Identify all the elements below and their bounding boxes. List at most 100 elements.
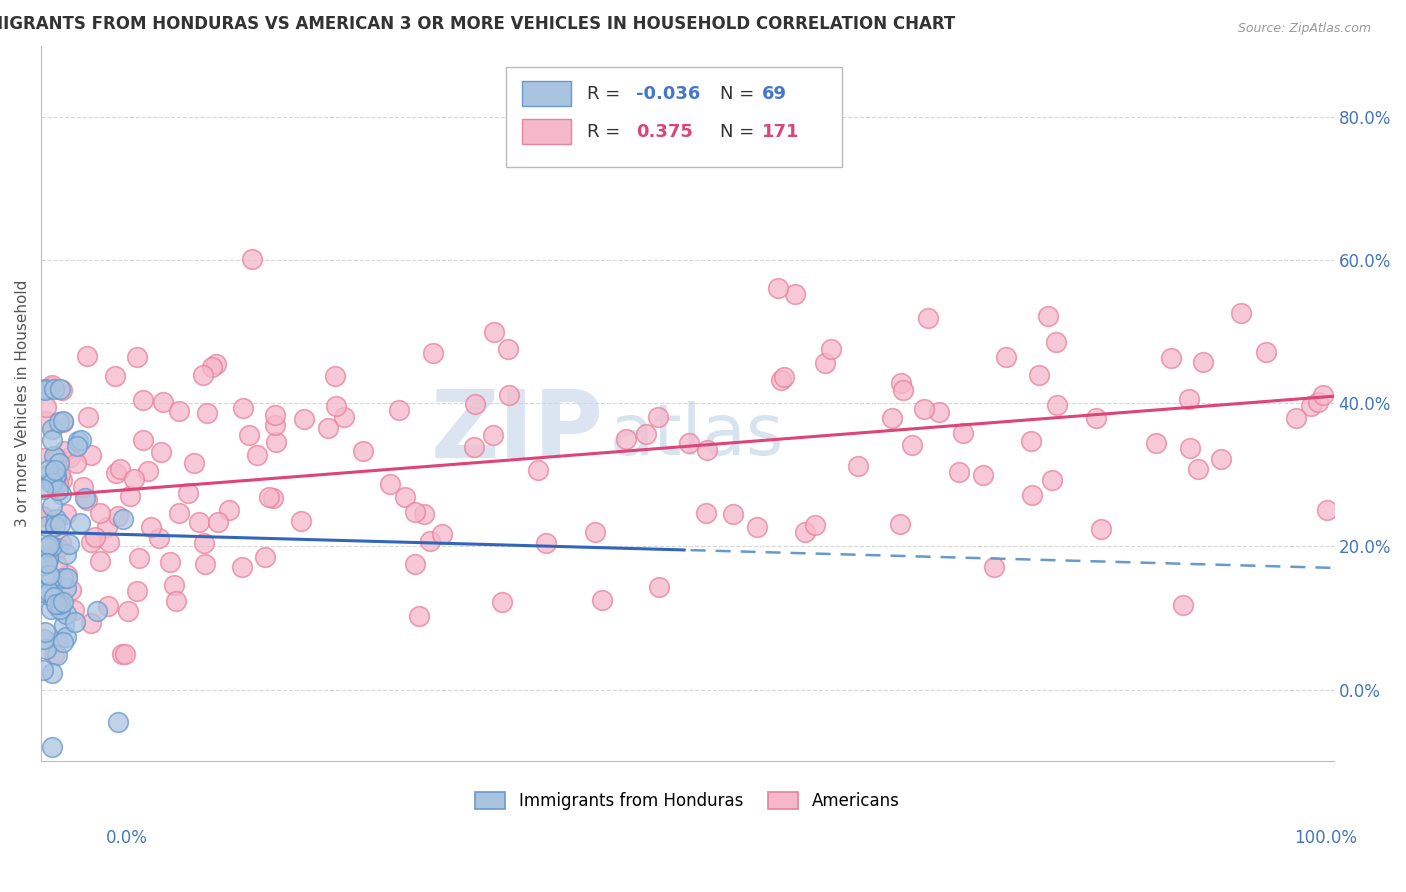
Text: -0.036: -0.036 (636, 85, 700, 103)
Point (44, 469, 66, 483)
Text: IMMIGRANTS FROM HONDURAS VS AMERICAN 3 OR MORE VEHICLES IN HOUSEHOLD CORRELATION: IMMIGRANTS FROM HONDURAS VS AMERICAN 3 O… (0, 15, 955, 33)
Point (46, 599, 69, 614)
Point (41, 421, 63, 435)
Text: N =: N = (720, 122, 754, 141)
Point (159, 555, 181, 569)
Point (89, 554, 111, 568)
Point (254, 550, 277, 565)
Point (55, 507, 77, 521)
Point (48, 415, 70, 429)
Point (46, 483, 69, 497)
Point (56, 567, 79, 582)
Point (721, 507, 744, 521)
Point (70, 434, 93, 448)
Point (46, 475, 69, 490)
Point (1171, 598, 1194, 612)
Point (316, 421, 339, 435)
Point (404, 558, 426, 572)
Point (408, 608, 430, 623)
Point (246, 448, 269, 462)
Point (55, 547, 77, 561)
Point (647, 409, 669, 424)
Point (131, 392, 153, 407)
Point (1285, 411, 1308, 425)
Point (183, 457, 205, 471)
Point (148, 531, 170, 545)
Point (128, 551, 150, 566)
Point (1021, 488, 1043, 502)
Point (1021, 434, 1043, 448)
Point (37, 463, 59, 477)
Point (39, 601, 62, 615)
Text: R =: R = (586, 85, 620, 103)
Point (44, 463, 66, 477)
Point (37, 549, 59, 564)
Point (491, 595, 513, 609)
Point (165, 594, 187, 608)
Point (45, 451, 67, 466)
Point (1040, 473, 1063, 487)
Point (32, 451, 55, 466)
Point (41, 499, 63, 513)
Point (34, 383, 56, 397)
Text: atlas: atlas (610, 401, 785, 470)
Point (1085, 410, 1108, 425)
Point (49, 598, 72, 612)
Point (432, 526, 454, 541)
Point (201, 359, 224, 374)
Point (52, 414, 75, 428)
Point (55, 607, 77, 621)
Point (152, 395, 174, 409)
Point (66, 434, 89, 448)
Point (138, 464, 160, 478)
Point (77, 410, 100, 425)
Point (1160, 351, 1182, 365)
Point (55, 582, 77, 596)
Point (614, 432, 637, 446)
Point (747, 520, 769, 534)
Point (422, 345, 444, 359)
Point (63, 603, 86, 617)
Point (39, 380, 62, 394)
Point (205, 357, 228, 371)
Point (534, 536, 557, 550)
Point (496, 342, 519, 356)
Point (928, 404, 950, 418)
Point (41, 473, 63, 487)
Point (55, 630, 77, 644)
Legend: Immigrants from Honduras, Americans: Immigrants from Honduras, Americans (468, 786, 905, 817)
Point (35, 641, 58, 656)
Point (1316, 503, 1339, 517)
Point (35, 541, 58, 555)
Point (1045, 334, 1067, 349)
Point (41, 377, 63, 392)
Point (38, 537, 60, 551)
FancyBboxPatch shape (506, 67, 842, 168)
Point (48, 382, 70, 396)
Point (125, 584, 148, 599)
Point (49, 517, 72, 532)
Point (96, 520, 118, 534)
Point (51, 384, 73, 398)
Point (44, 590, 66, 604)
Point (900, 438, 922, 452)
Point (188, 516, 211, 530)
Text: Source: ZipAtlas.com: Source: ZipAtlas.com (1237, 22, 1371, 36)
Point (240, 252, 263, 266)
Point (73, 491, 96, 505)
Text: ZIP: ZIP (430, 386, 603, 478)
Point (49, 601, 72, 615)
Point (51, 595, 73, 609)
Point (38, 588, 60, 602)
Point (696, 442, 718, 457)
Point (124, 472, 146, 486)
Point (45, 467, 67, 482)
Point (766, 281, 789, 295)
Point (34, 382, 56, 396)
Text: 100.0%: 100.0% (1294, 829, 1357, 847)
Point (194, 558, 217, 572)
Point (846, 458, 869, 473)
Point (51, 415, 73, 429)
FancyBboxPatch shape (522, 119, 571, 145)
Point (218, 503, 240, 517)
